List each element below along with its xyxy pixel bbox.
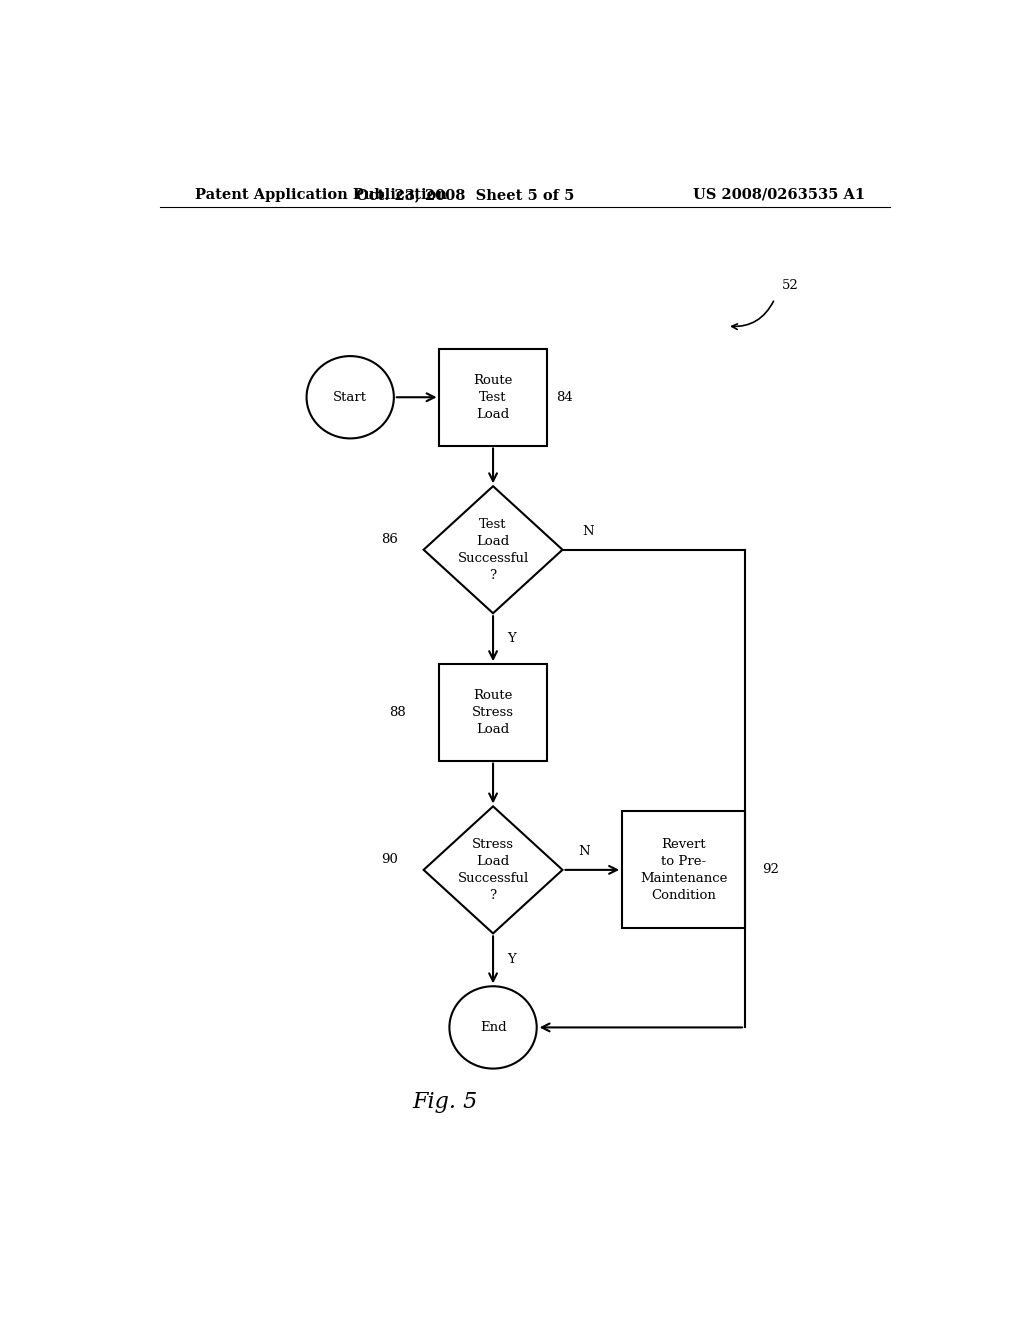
Text: N: N xyxy=(579,845,590,858)
Text: Fig. 5: Fig. 5 xyxy=(413,1090,478,1113)
Text: N: N xyxy=(583,524,594,537)
Text: Y: Y xyxy=(507,632,516,645)
Text: 88: 88 xyxy=(389,706,407,719)
Text: US 2008/0263535 A1: US 2008/0263535 A1 xyxy=(692,187,865,202)
Text: End: End xyxy=(479,1020,507,1034)
Bar xyxy=(439,664,547,760)
Bar xyxy=(439,348,547,446)
Text: Test
Load
Successful
?: Test Load Successful ? xyxy=(458,517,528,582)
Text: 90: 90 xyxy=(382,853,398,866)
Text: Oct. 23, 2008  Sheet 5 of 5: Oct. 23, 2008 Sheet 5 of 5 xyxy=(356,187,574,202)
FancyArrowPatch shape xyxy=(732,301,773,330)
Text: Start: Start xyxy=(333,391,368,404)
Text: 84: 84 xyxy=(556,391,572,404)
Text: Route
Test
Load: Route Test Load xyxy=(473,374,513,421)
Text: Patent Application Publication: Patent Application Publication xyxy=(196,187,447,202)
Text: 92: 92 xyxy=(763,863,779,876)
Text: 86: 86 xyxy=(382,533,398,546)
Bar xyxy=(622,812,745,928)
Text: Y: Y xyxy=(507,953,516,966)
Text: 52: 52 xyxy=(782,279,799,292)
Text: Revert
to Pre-
Maintenance
Condition: Revert to Pre- Maintenance Condition xyxy=(640,838,727,902)
Text: Route
Stress
Load: Route Stress Load xyxy=(472,689,514,735)
Text: Stress
Load
Successful
?: Stress Load Successful ? xyxy=(458,838,528,902)
